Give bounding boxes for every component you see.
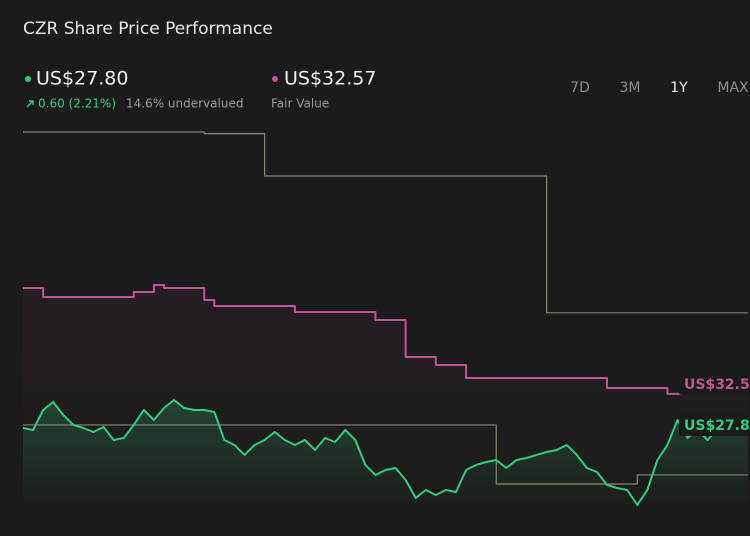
fair-value-tag: US$32.57 <box>684 377 750 393</box>
range-button[interactable]: 1Y <box>670 80 688 96</box>
plot <box>22 131 749 508</box>
series-line <box>22 399 749 506</box>
legend-dot <box>272 76 278 82</box>
range-button[interactable]: 7D <box>570 80 590 96</box>
series-line <box>23 131 748 314</box>
tag-bg <box>679 414 750 436</box>
series-line <box>23 283 748 395</box>
up-arrow-icon <box>26 100 34 108</box>
title: CZR Share Price Performance <box>23 19 273 39</box>
price-tags: US$32.57 US$27.80 <box>679 373 750 436</box>
price: US$27.80 <box>36 68 128 90</box>
fair-value: US$32.57 <box>284 68 376 90</box>
area-fill <box>23 400 748 508</box>
legend-dot <box>25 76 31 82</box>
valuation: 14.6% undervalued <box>126 97 243 111</box>
price-tag: US$27.80 <box>684 418 750 434</box>
range-button[interactable]: 3M <box>620 80 641 96</box>
price-change: 0.60 (2.21%) <box>38 97 116 111</box>
tag-bg <box>679 373 750 395</box>
fair-value-label: Fair Value <box>271 97 329 111</box>
range-button[interactable]: MAX <box>717 80 749 96</box>
